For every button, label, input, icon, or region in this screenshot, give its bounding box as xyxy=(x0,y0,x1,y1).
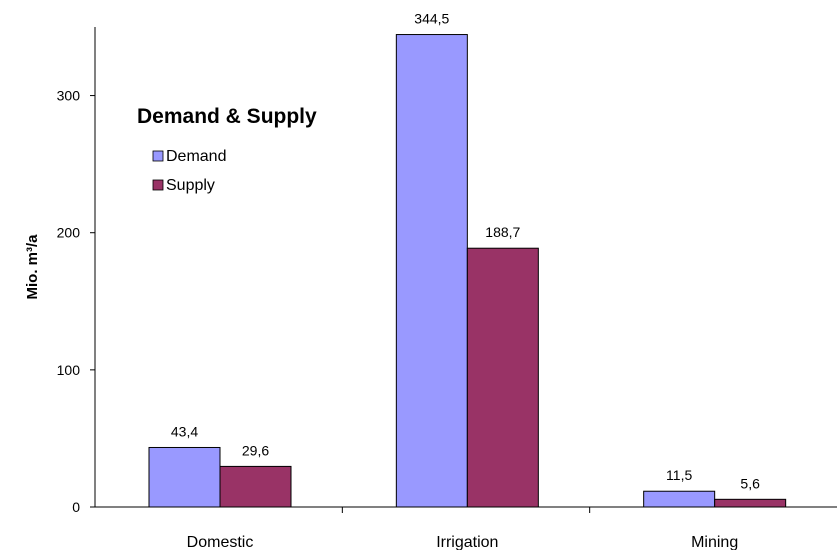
bar-supply-irrigation xyxy=(466,247,539,508)
bar-demand-mining xyxy=(643,490,716,508)
bar-supply-mining xyxy=(714,498,787,508)
y-ticks: 0 100 200 300 xyxy=(57,88,95,515)
category-label-domestic: Domestic xyxy=(187,534,254,550)
data-label: 5,6 xyxy=(740,475,760,491)
bars xyxy=(148,34,787,508)
legend-label-demand: Demand xyxy=(166,148,226,165)
x-ticks xyxy=(341,507,591,513)
category-labels: Domestic Irrigation Mining xyxy=(187,534,739,550)
data-label: 29,6 xyxy=(242,442,269,458)
legend-swatch-demand xyxy=(152,150,164,162)
data-labels: 43,4 29,6 344,5 188,7 11,5 5,6 xyxy=(171,11,760,492)
bar-supply-domestic xyxy=(219,465,292,508)
y-tick-label: 200 xyxy=(57,225,81,241)
legend: Demand Supply xyxy=(152,148,226,194)
chart-title: Demand & Supply xyxy=(137,105,317,128)
y-tick-label: 0 xyxy=(72,499,80,515)
bar-demand-domestic xyxy=(148,446,221,508)
bar-demand-irrigation xyxy=(395,34,468,508)
data-label: 344,5 xyxy=(414,11,449,27)
data-label: 43,4 xyxy=(171,423,198,439)
y-tick-label: 300 xyxy=(57,88,81,104)
y-axis-label: Mio. m³/a xyxy=(24,234,41,300)
legend-label-supply: Supply xyxy=(166,177,215,194)
data-label: 11,5 xyxy=(666,467,692,483)
category-label-irrigation: Irrigation xyxy=(436,534,498,550)
legend-item-demand: Demand xyxy=(152,148,226,165)
legend-swatch-supply xyxy=(152,179,164,191)
data-label: 188,7 xyxy=(485,224,520,240)
legend-item-supply: Supply xyxy=(152,177,215,194)
y-axis: 0 100 200 300 xyxy=(57,27,96,515)
category-label-mining: Mining xyxy=(691,534,738,550)
y-tick-label: 100 xyxy=(57,362,81,378)
x-axis xyxy=(95,506,837,513)
